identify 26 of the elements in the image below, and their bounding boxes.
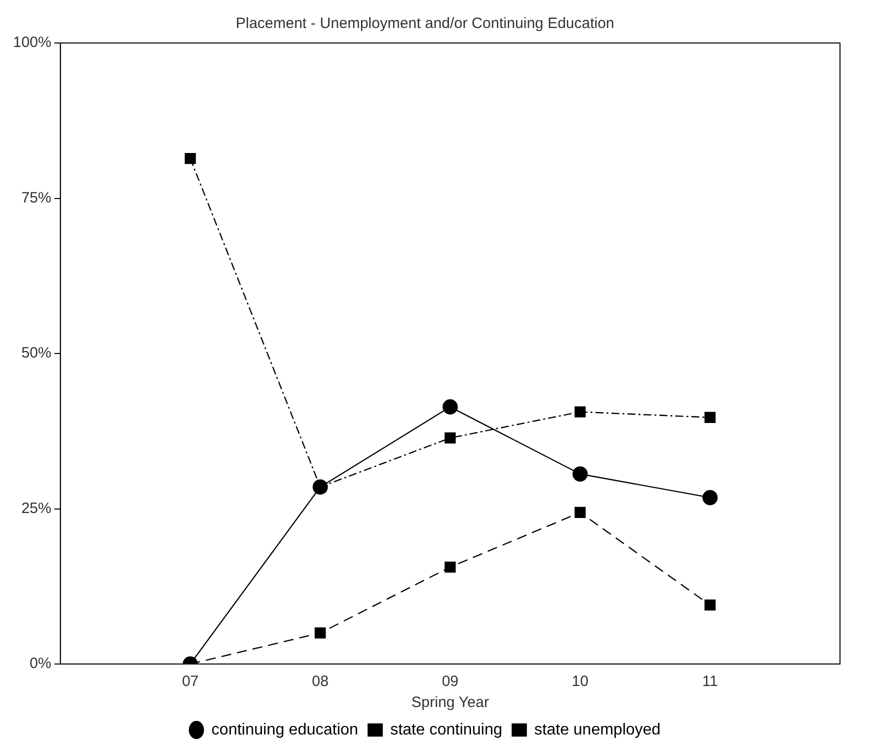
x-axis-title: Spring Year xyxy=(411,694,489,712)
legend-label: state continuing xyxy=(390,721,502,738)
point xyxy=(574,506,586,518)
point xyxy=(444,562,456,573)
x-tick-label: 07 xyxy=(182,673,199,690)
point xyxy=(704,412,716,424)
point xyxy=(442,399,458,415)
point xyxy=(184,152,196,164)
x-tick-label: 11 xyxy=(702,673,718,690)
point xyxy=(702,490,718,506)
legend-label: continuing education xyxy=(211,721,358,738)
chart-title: Placement - Unemployment and/or Continuing Education xyxy=(236,15,614,32)
legend-label: state unemployed xyxy=(534,721,661,738)
y-tick-label: 75% xyxy=(21,189,52,206)
point xyxy=(314,627,326,638)
point xyxy=(704,599,716,611)
point xyxy=(572,466,588,482)
point xyxy=(574,406,586,418)
y-tick-label: 100% xyxy=(12,34,52,52)
y-tick-label: 0% xyxy=(30,655,52,672)
y-tick-label: 50% xyxy=(21,344,52,362)
x-tick-label: 09 xyxy=(442,673,459,690)
point xyxy=(444,432,456,444)
x-tick-label: 08 xyxy=(312,673,329,690)
y-tick-label: 25% xyxy=(21,500,52,517)
x-tick-label: 10 xyxy=(572,673,588,690)
